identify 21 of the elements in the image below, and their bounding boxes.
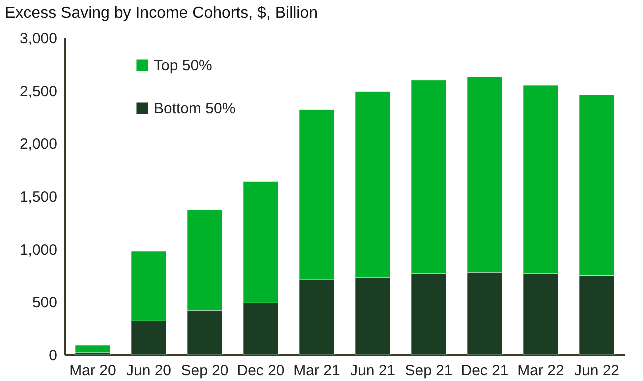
x-tick-label: Jun 20 [126, 362, 172, 380]
x-tick-label: Sep 20 [181, 362, 229, 380]
chart-title: Excess Saving by Income Cohorts, $, Billion [5, 5, 318, 22]
x-tick-label: Mar 22 [518, 362, 564, 380]
y-tick-label: 1,000 [20, 242, 58, 259]
y-tick-label: 1,500 [20, 189, 58, 206]
legend-label: Bottom 50% [154, 100, 236, 118]
y-tick-label: 0 [49, 348, 58, 364]
x-tick-label: Jun 22 [574, 362, 620, 380]
x-tick-label: Dec 21 [461, 362, 509, 380]
x-tick-label: Dec 20 [237, 362, 285, 380]
y-tick-label: 2,500 [20, 83, 58, 100]
y-tick-label: 2,000 [20, 136, 58, 154]
x-tick-label: Mar 21 [294, 362, 340, 380]
legend-label: Top 50% [154, 58, 212, 74]
x-tick-label: Mar 20 [70, 362, 116, 380]
y-tick-label: 500 [32, 294, 58, 312]
x-tick-label: Sep 21 [405, 362, 453, 380]
y-tick-label: 3,000 [20, 30, 58, 48]
x-tick-label: Jun 21 [350, 362, 396, 380]
bar [75, 345, 111, 354]
